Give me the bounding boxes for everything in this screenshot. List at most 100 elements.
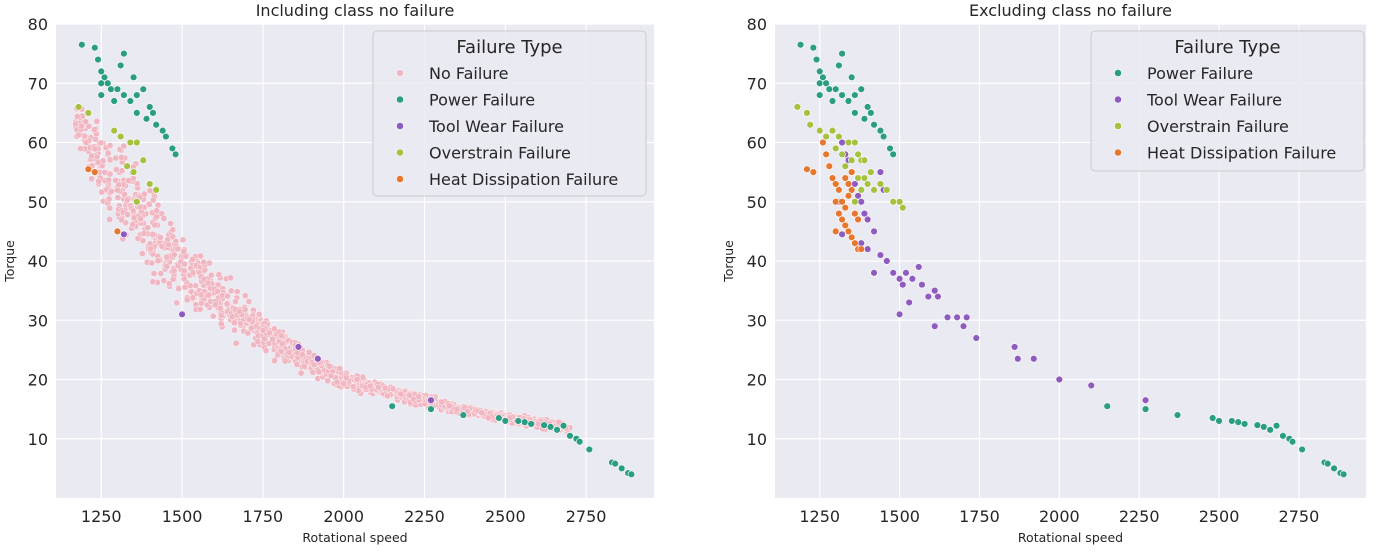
data-point	[876, 251, 885, 259]
no-failure-point	[200, 275, 208, 283]
data-point	[918, 281, 926, 289]
no-failure-point	[259, 326, 267, 334]
no-failure-point	[326, 363, 333, 370]
data-point	[97, 67, 105, 76]
no-failure-point	[375, 383, 382, 391]
data-point	[1323, 459, 1332, 468]
legend-marker	[396, 95, 404, 104]
data-point	[870, 227, 878, 236]
data-point	[867, 168, 875, 176]
legend-entry: Tool Wear Failure	[428, 117, 564, 136]
no-failure-point	[163, 263, 171, 270]
no-failure-point	[148, 259, 156, 267]
no-failure-point	[277, 332, 285, 339]
no-failure-point	[85, 122, 93, 130]
data-point	[91, 168, 99, 176]
legend-box	[1090, 30, 1365, 172]
data-point	[152, 186, 160, 194]
data-point	[851, 138, 859, 147]
data-point	[838, 150, 846, 159]
no-failure-point	[186, 282, 194, 290]
data-point	[899, 281, 907, 289]
no-failure-point	[106, 204, 114, 212]
no-failure-point	[149, 196, 157, 204]
no-failure-point	[200, 258, 208, 266]
legend-entry: Power Failure	[1147, 64, 1253, 83]
no-failure-point	[555, 418, 563, 426]
data-point	[809, 168, 818, 176]
data-point	[847, 168, 856, 176]
data-point	[152, 121, 160, 129]
no-failure-point	[174, 245, 182, 253]
data-point	[841, 203, 849, 212]
no-failure-point	[129, 221, 136, 229]
no-failure-point	[231, 319, 238, 327]
legend-marker	[1114, 122, 1122, 130]
data-point	[841, 174, 849, 182]
legend-entry: Overstrain Failure	[429, 144, 571, 163]
data-point	[889, 150, 897, 159]
no-failure-point	[285, 349, 293, 356]
no-failure-point	[241, 306, 249, 313]
data-point	[139, 156, 147, 164]
legend-entry: No Failure	[429, 64, 508, 83]
data-point	[841, 162, 849, 170]
y-tick-label: 60	[747, 134, 767, 153]
no-failure-point	[183, 296, 191, 304]
no-failure-point	[343, 374, 350, 382]
data-point	[838, 215, 846, 224]
data-point	[879, 132, 888, 141]
y-tick-label: 80	[28, 15, 48, 34]
no-failure-point	[157, 270, 165, 277]
no-failure-point	[180, 267, 188, 275]
no-failure-point	[106, 170, 114, 178]
x-tick-label: 2750	[1279, 507, 1320, 526]
data-point	[171, 150, 180, 159]
data-point	[575, 438, 584, 446]
data-point	[113, 227, 122, 236]
legend-marker	[1114, 148, 1122, 157]
data-point	[831, 227, 840, 236]
data-point	[1103, 402, 1111, 410]
data-point	[816, 91, 824, 99]
y-tick-label: 50	[747, 193, 767, 212]
x-tick-label: 1750	[243, 507, 284, 526]
data-point	[895, 310, 904, 319]
no-failure-point	[197, 291, 205, 298]
no-failure-point	[169, 226, 177, 234]
data-point	[844, 97, 853, 105]
no-failure-point	[333, 378, 341, 386]
legend-marker	[396, 69, 404, 77]
legend-box	[372, 30, 647, 197]
data-point	[863, 103, 872, 111]
data-point	[514, 417, 522, 425]
data-point	[847, 233, 856, 242]
no-failure-point	[73, 113, 81, 120]
data-point	[162, 132, 170, 141]
data-point	[857, 85, 865, 93]
x-axis-label: Rotational speed	[302, 530, 407, 545]
no-failure-point	[271, 357, 278, 364]
no-failure-point	[114, 186, 121, 194]
no-failure-point	[254, 338, 262, 345]
data-point	[822, 150, 830, 159]
y-tick-label: 60	[28, 134, 48, 153]
data-point	[867, 109, 875, 117]
no-failure-point	[134, 235, 142, 242]
no-failure-point	[130, 214, 138, 222]
no-failure-point	[204, 279, 212, 287]
data-point	[294, 343, 303, 351]
data-point	[847, 73, 856, 82]
data-point	[905, 298, 913, 307]
no-failure-point	[129, 207, 137, 215]
no-failure-point	[209, 312, 217, 320]
data-point	[1055, 375, 1064, 384]
no-failure-point	[91, 126, 98, 133]
data-point	[120, 91, 128, 99]
data-point	[1030, 355, 1038, 363]
data-point	[816, 79, 824, 87]
data-point	[1141, 396, 1150, 404]
data-point	[851, 109, 859, 117]
no-failure-point	[232, 298, 239, 305]
data-point	[123, 162, 131, 170]
